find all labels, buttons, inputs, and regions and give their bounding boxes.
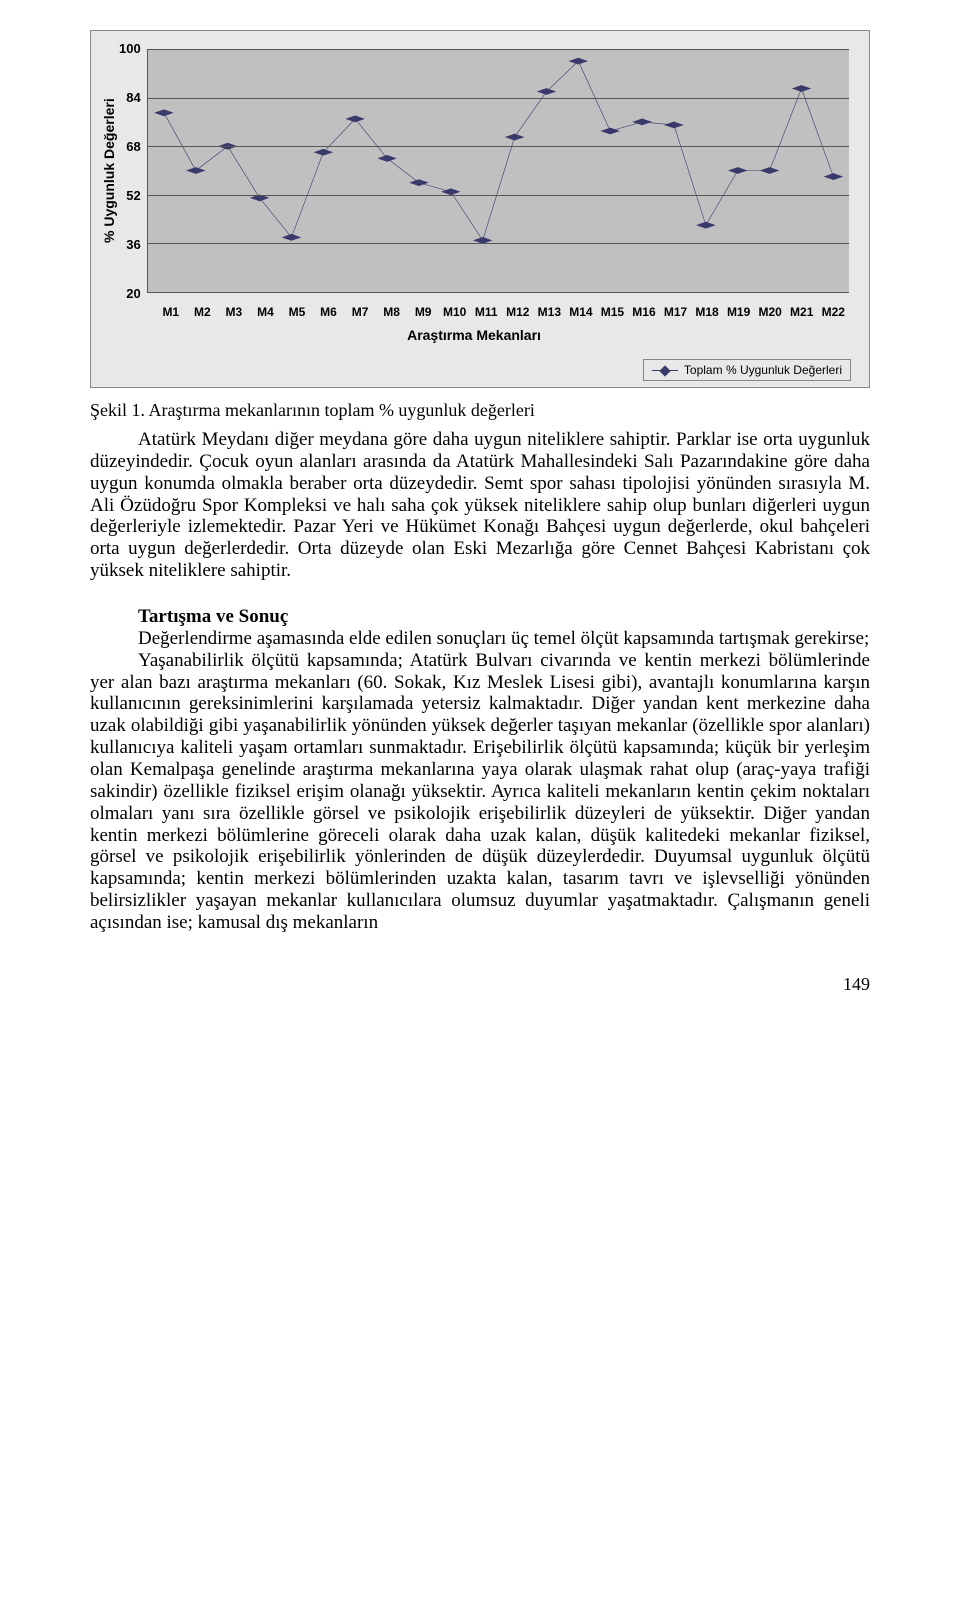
- paragraph-2: Değerlendirme aşamasında elde edilen son…: [90, 628, 870, 650]
- chart-area: % Uygunluk Değerleri 100 84 68 52 36 20: [99, 41, 849, 301]
- xtick: M11: [470, 305, 502, 319]
- plot-wrap: [147, 41, 849, 301]
- xtick: M5: [281, 305, 313, 319]
- xtick: M17: [660, 305, 692, 319]
- xtick: M2: [187, 305, 219, 319]
- xtick: M9: [407, 305, 439, 319]
- xtick: M8: [376, 305, 408, 319]
- paragraph-1: Atatürk Meydanı diğer meydana göre daha …: [90, 429, 870, 582]
- chart-xlabel: Araştırma Mekanları: [99, 327, 849, 343]
- ytick: 100: [119, 41, 141, 56]
- xtick: M12: [502, 305, 534, 319]
- figure-caption: Şekil 1. Araştırma mekanlarının toplam %…: [90, 400, 870, 421]
- plot-region: [147, 49, 849, 293]
- xtick: M15: [597, 305, 629, 319]
- ytick: 68: [119, 139, 141, 154]
- xtick: M1: [155, 305, 187, 319]
- legend-text: Toplam % Uygunluk Değerleri: [684, 363, 842, 377]
- chart-legend: Toplam % Uygunluk Değerleri: [643, 359, 851, 381]
- ytick: 84: [119, 90, 141, 105]
- xtick: M4: [250, 305, 282, 319]
- section-heading: Tartışma ve Sonuç: [90, 606, 870, 628]
- ytick: 52: [119, 188, 141, 203]
- xtick: M6: [313, 305, 345, 319]
- chart-yaxis: 100 84 68 52 36 20: [119, 41, 147, 301]
- line-svg: [148, 49, 849, 292]
- xtick: M20: [754, 305, 786, 319]
- xtick: M18: [691, 305, 723, 319]
- xtick: M10: [439, 305, 471, 319]
- xtick: M16: [628, 305, 660, 319]
- chart-panel: % Uygunluk Değerleri 100 84 68 52 36 20 …: [90, 30, 870, 388]
- legend-marker-icon: [652, 370, 678, 371]
- xtick: M13: [534, 305, 566, 319]
- chart-xaxis: M1M2M3M4M5M6M7M8M9M10M11M12M13M14M15M16M…: [155, 305, 849, 319]
- xtick: M22: [817, 305, 849, 319]
- paragraph-3: Yaşanabilirlik ölçütü kapsamında; Atatür…: [90, 650, 870, 934]
- xtick: M7: [344, 305, 376, 319]
- chart-ylabel: % Uygunluk Değerleri: [99, 41, 119, 301]
- ytick: 36: [119, 237, 141, 252]
- xtick: M3: [218, 305, 250, 319]
- xtick: M14: [565, 305, 597, 319]
- page-number: 149: [90, 974, 870, 995]
- xtick: M21: [786, 305, 818, 319]
- ytick: 20: [119, 286, 141, 301]
- xtick: M19: [723, 305, 755, 319]
